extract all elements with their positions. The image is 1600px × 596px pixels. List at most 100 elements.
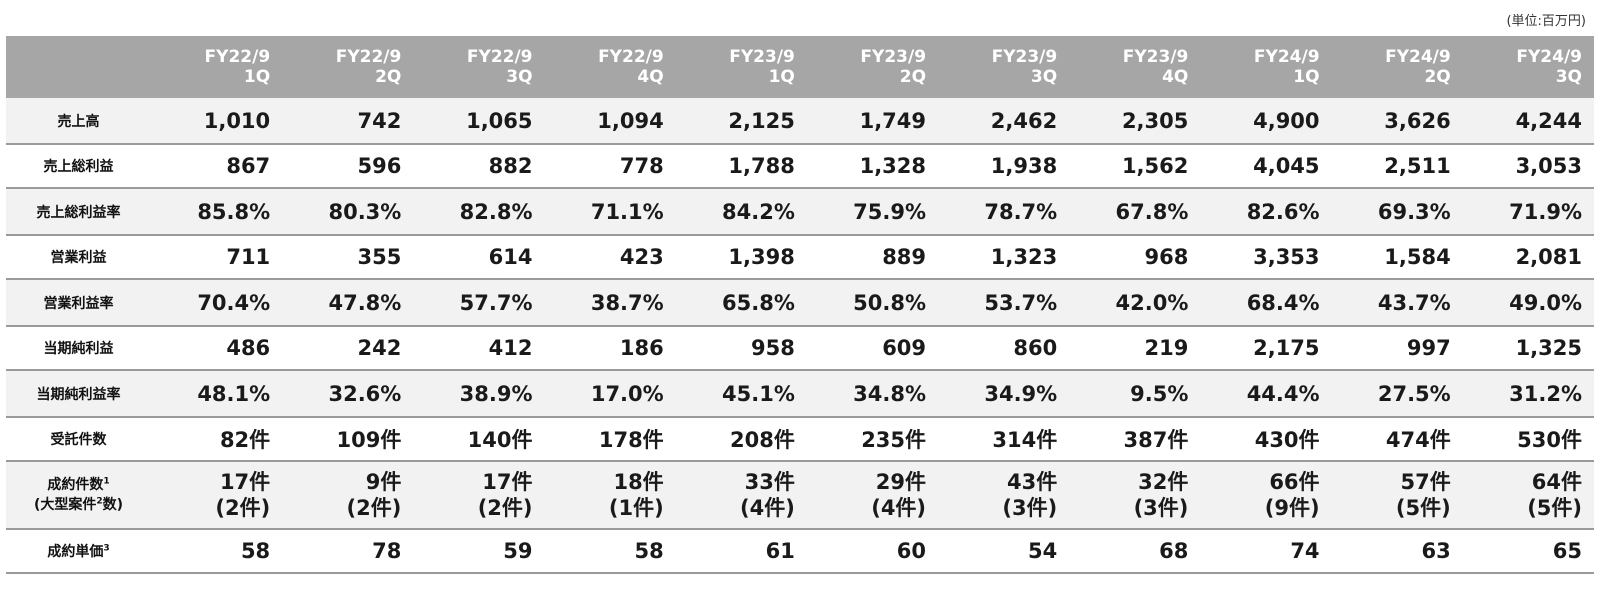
table-cell: 711	[151, 235, 283, 280]
header-corner	[6, 36, 151, 98]
table-cell: 860	[938, 326, 1070, 371]
row-label: 当期純利益率	[6, 370, 151, 418]
table-cell: 33件 (4件)	[675, 461, 807, 530]
table-cell: 43件 (3件)	[938, 461, 1070, 530]
row-operating-profit: 営業利益 711 355 614 423 1,398 889 1,323 968 3,353 1,5…	[6, 235, 1594, 280]
header-period: FY24/9 2Q	[1331, 36, 1463, 98]
table-cell: 58	[544, 529, 676, 574]
header-period: FY22/9 4Q	[544, 36, 676, 98]
deal-count: 18件	[613, 470, 664, 494]
table-cell: 3,626	[1331, 98, 1463, 145]
row-net-sales: 売上高 1,010 742 1,065 1,094 2,125 1,749 2,462 2,30…	[6, 98, 1594, 145]
table-cell: 614	[413, 235, 545, 280]
table-cell: 2,175	[1200, 326, 1332, 371]
table-cell: 38.7%	[544, 279, 676, 327]
large-deal-count: (2件)	[215, 496, 271, 520]
table-cell: 47.8%	[282, 279, 414, 327]
table-cell: 66件 (9件)	[1200, 461, 1332, 530]
table-cell: 867	[151, 144, 283, 189]
table-cell: 609	[806, 326, 939, 371]
table-cell: 65.8%	[675, 279, 807, 327]
table-cell: 9.5%	[1069, 370, 1201, 418]
table-cell: 82.6%	[1200, 188, 1332, 236]
table-cell: 64件 (5件)	[1462, 461, 1594, 530]
large-deal-count: (4件)	[871, 496, 927, 520]
table-cell: 1,562	[1069, 144, 1201, 189]
table-cell: 29件 (4件)	[806, 461, 939, 530]
table-cell: 186	[544, 326, 676, 371]
table-cell: 85.8%	[151, 188, 283, 236]
table-cell: 3,353	[1200, 235, 1332, 280]
table-cell: 530件	[1462, 417, 1594, 462]
table-cell: 71.9%	[1462, 188, 1594, 236]
header-period: FY23/9 1Q	[675, 36, 807, 98]
table-cell: 43.7%	[1331, 279, 1463, 327]
table-cell: 82.8%	[413, 188, 545, 236]
table-cell: 1,398	[675, 235, 807, 280]
table-cell: 84.2%	[675, 188, 807, 236]
table-cell: 45.1%	[675, 370, 807, 418]
table-cell: 1,010	[151, 98, 283, 145]
row-operating-margin: 営業利益率 70.4% 47.8% 57.7% 38.7% 65.8% 50.8% 53.7%…	[6, 279, 1594, 327]
large-deal-count: (4件)	[740, 496, 795, 520]
large-deal-count: (9件)	[1264, 496, 1320, 520]
table-cell: 49.0%	[1462, 279, 1594, 327]
table-cell: 242	[282, 326, 414, 371]
table-cell: 430件	[1200, 417, 1332, 462]
header-period: FY22/9 1Q	[151, 36, 283, 98]
table-cell: 2,462	[938, 98, 1070, 145]
row-label: 売上総利益	[6, 144, 151, 189]
large-deal-count: (3件)	[1133, 496, 1189, 520]
row-unit-price: 成約単価3 58 78 59 58 61 60 54 68 74 63 65	[6, 529, 1594, 574]
row-gross-margin: 売上総利益率 85.8% 80.3% 82.8% 71.1% 84.2% 75.9% 78.7…	[6, 188, 1594, 236]
deal-count: 17件	[482, 470, 533, 494]
row-net-income: 当期純利益 486 242 412 186 958 609 860 219 2,175 997 1,3…	[6, 326, 1594, 371]
table-cell: 9件 (2件)	[282, 461, 414, 530]
table-cell: 1,328	[806, 144, 939, 189]
table-cell: 32件 (3件)	[1069, 461, 1201, 530]
header-period: FY24/9 1Q	[1200, 36, 1332, 98]
table-cell: 1,065	[413, 98, 545, 145]
table-cell: 82件	[151, 417, 283, 462]
table-cell: 80.3%	[282, 188, 414, 236]
table-cell: 474件	[1331, 417, 1463, 462]
table-cell: 355	[282, 235, 414, 280]
deal-count: 64件	[1531, 470, 1582, 494]
table-cell: 235件	[806, 417, 939, 462]
table-cell: 17.0%	[544, 370, 676, 418]
table-cell: 387件	[1069, 417, 1201, 462]
deal-count: 33件	[744, 470, 795, 494]
table-cell: 74	[1200, 529, 1332, 574]
table-cell: 1,749	[806, 98, 939, 145]
table-cell: 958	[675, 326, 807, 371]
large-deal-count: (2件)	[346, 496, 402, 520]
table-cell: 53.7%	[938, 279, 1070, 327]
table-cell: 67.8%	[1069, 188, 1201, 236]
table-cell: 178件	[544, 417, 676, 462]
deal-count: 57件	[1400, 470, 1451, 494]
table-cell: 4,244	[1462, 98, 1594, 145]
table-cell: 1,938	[938, 144, 1070, 189]
deal-count: 66件	[1269, 470, 1320, 494]
table-cell: 742	[282, 98, 414, 145]
deal-count: 43件	[1006, 470, 1058, 494]
header-row: FY22/9 1Q FY22/9 2Q FY22/9 3Q FY22/9 4Q FY23…	[6, 36, 1594, 98]
table-cell: 140件	[413, 417, 545, 462]
table-cell: 1,788	[675, 144, 807, 189]
header-period: FY22/9 3Q	[413, 36, 545, 98]
table-cell: 1,584	[1331, 235, 1463, 280]
table-cell: 4,900	[1200, 98, 1332, 145]
table-cell: 38.9%	[413, 370, 545, 418]
table-cell: 18件 (1件)	[544, 461, 676, 530]
row-label: 売上高	[6, 98, 151, 145]
table-cell: 109件	[282, 417, 414, 462]
deal-count: 9件	[365, 470, 402, 494]
table-cell: 2,081	[1462, 235, 1594, 280]
deal-count: 29件	[875, 470, 927, 494]
table-cell: 68	[1069, 529, 1201, 574]
header-period: FY22/9 2Q	[282, 36, 414, 98]
unit-note: (単位:百万円)	[1506, 14, 1586, 29]
row-label: 営業利益率	[6, 279, 151, 327]
table-cell: 219	[1069, 326, 1201, 371]
table-cell: 78.7%	[938, 188, 1070, 236]
